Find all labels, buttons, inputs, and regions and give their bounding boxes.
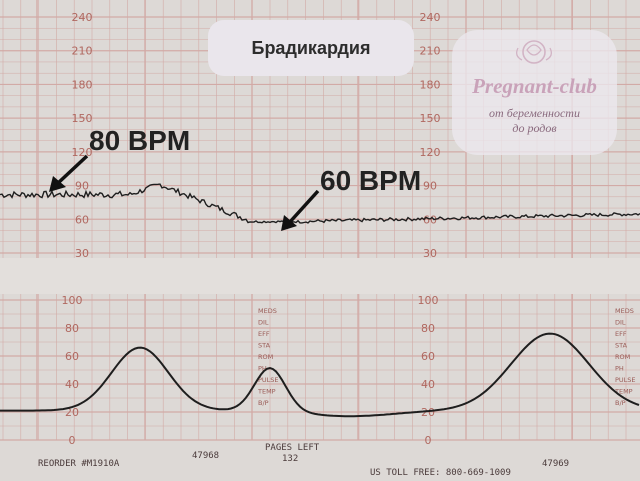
uc-scale-right-label: 100 bbox=[418, 294, 439, 307]
pregnant-club-logo: Pregnant-club от беременности до родов bbox=[452, 30, 617, 155]
side-label-right: ROM bbox=[615, 353, 630, 361]
arrow-60-bpm bbox=[281, 189, 320, 231]
side-label-mid: DIL bbox=[258, 319, 269, 327]
fhr-scale-right-label: 240 bbox=[420, 11, 441, 24]
logo-subtitle-2: до родов bbox=[512, 121, 557, 135]
title-badge: Брадикардия bbox=[208, 20, 414, 76]
uc-scale-right-label: 60 bbox=[421, 350, 435, 363]
fhr-scale-left-label: 240 bbox=[72, 11, 93, 24]
side-label-right: TEMP bbox=[614, 388, 633, 396]
uc-scale-right-label: 20 bbox=[421, 406, 435, 419]
fetal-heart-rate-trace bbox=[0, 183, 640, 224]
side-label-mid: TEMP bbox=[257, 388, 276, 396]
side-label-mid: B/P bbox=[258, 399, 269, 407]
pages-left-label: PAGES LEFT bbox=[265, 443, 320, 453]
label-80-bpm: 80 BPM bbox=[89, 125, 190, 156]
side-label-mid: ROM bbox=[258, 353, 273, 361]
page-number-2: 47969 bbox=[542, 459, 569, 469]
fhr-scale-left-label: 90 bbox=[75, 180, 89, 193]
side-label-right: B/P bbox=[615, 399, 626, 407]
fhr-scale-right-label: 90 bbox=[423, 180, 437, 193]
side-label-mid: STA bbox=[258, 342, 271, 350]
fhr-scale-left-label: 180 bbox=[72, 78, 93, 91]
uc-scale-right-label: 80 bbox=[421, 322, 435, 335]
fhr-scale-right-label: 180 bbox=[420, 78, 441, 91]
uc-scale-right-label: 40 bbox=[421, 378, 435, 391]
side-label-right: DIL bbox=[615, 319, 626, 327]
fhr-scale-left-label: 210 bbox=[72, 45, 93, 58]
fhr-scale-left-label: 30 bbox=[75, 247, 89, 260]
side-label-right: EFF bbox=[615, 330, 627, 338]
scale-labels: 2402101801501209060302402101801501209060… bbox=[62, 11, 636, 447]
side-label-right: STA bbox=[615, 342, 628, 350]
fhr-scale-right-label: 120 bbox=[420, 146, 441, 159]
rose-icon bbox=[516, 40, 552, 64]
fhr-scale-left-label: 120 bbox=[72, 146, 93, 159]
reorder-label: REORDER #M1910A bbox=[38, 459, 120, 469]
uc-scale-left-label: 60 bbox=[65, 350, 79, 363]
arrow-80-bpm bbox=[49, 154, 89, 192]
side-label-mid: PH bbox=[258, 365, 267, 373]
fhr-scale-right-label: 210 bbox=[420, 45, 441, 58]
uc-scale-right-label: 0 bbox=[425, 434, 432, 447]
logo-name: Pregnant-club bbox=[472, 74, 597, 98]
uc-scale-left-label: 0 bbox=[69, 434, 76, 447]
toll-free-label: US TOLL FREE: 800-669-1009 bbox=[370, 468, 511, 478]
fhr-scale-right-label: 60 bbox=[423, 213, 437, 226]
side-label-right: PH bbox=[615, 365, 624, 373]
uc-scale-left-label: 20 bbox=[65, 406, 79, 419]
uc-scale-left-label: 100 bbox=[62, 294, 83, 307]
fhr-scale-left-label: 150 bbox=[72, 112, 93, 125]
uc-scale-left-label: 40 bbox=[65, 378, 79, 391]
page-number-1: 47968 bbox=[192, 451, 219, 461]
fhr-scale-right-label: 30 bbox=[423, 247, 437, 260]
logo-subtitle-1: от беременности bbox=[489, 106, 580, 120]
side-label-mid: PULSE bbox=[258, 376, 279, 384]
fhr-scale-left-label: 60 bbox=[75, 213, 89, 226]
label-60-bpm: 60 BPM bbox=[320, 165, 421, 196]
uterine-contraction-trace bbox=[0, 332, 640, 418]
page-title: Брадикардия bbox=[251, 37, 371, 58]
pages-left-value: 132 bbox=[282, 454, 298, 464]
separator-band bbox=[0, 258, 640, 294]
side-label-right: PULSE bbox=[615, 376, 636, 384]
uc-scale-left-label: 80 bbox=[65, 322, 79, 335]
side-label-mid: EFF bbox=[258, 330, 270, 338]
side-label-right: MEDS bbox=[615, 307, 634, 315]
side-label-mid: MEDS bbox=[258, 307, 277, 315]
fhr-scale-right-label: 150 bbox=[420, 112, 441, 125]
